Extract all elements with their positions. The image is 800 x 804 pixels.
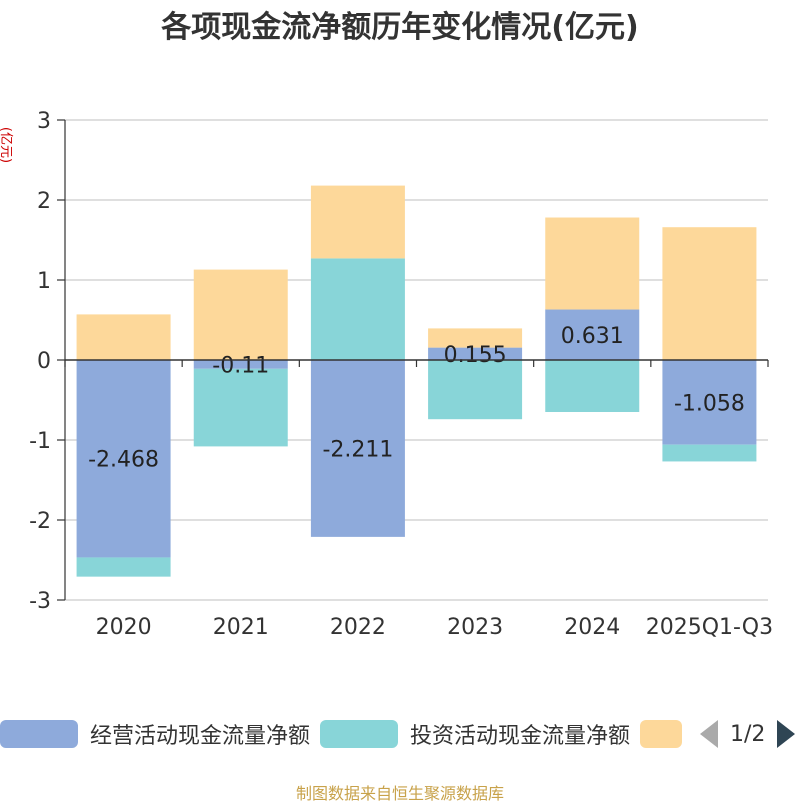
- legend-item-financing[interactable]: [640, 720, 682, 748]
- x-tick-label: 2024: [564, 615, 620, 640]
- bar-series-2: [662, 227, 757, 360]
- chart: 各项现金流净额历年变化情况(亿元) (亿元) -2.468 -0.11 -2.211…: [0, 10, 773, 640]
- bar-series-1: [662, 444, 757, 462]
- bar-series-2: [545, 217, 640, 310]
- bar-series-1: [428, 360, 523, 420]
- bar-series-0: [193, 360, 288, 369]
- y-tick-label: -1: [29, 429, 51, 454]
- bar-series-2: [193, 269, 288, 360]
- y-tick-label: -3: [29, 589, 51, 614]
- chart-title: 各项现金流净额历年变化情况(亿元): [160, 10, 638, 45]
- legend-label-investing: 投资活动现金流量净额: [410, 724, 631, 749]
- x-tick-label: 2021: [213, 615, 269, 640]
- legend-page-indicator: 1/2: [730, 721, 766, 747]
- y-tick-label: 0: [37, 349, 51, 374]
- data-label: -0.11: [212, 353, 269, 378]
- bar-series-2: [76, 314, 171, 360]
- y-tick-label: 2: [37, 189, 51, 214]
- bar-series-0: [76, 360, 171, 558]
- bar-series-0: [662, 360, 757, 445]
- data-label: -2.211: [322, 437, 393, 462]
- bar-series-1: [193, 368, 288, 447]
- legend-item-operating[interactable]: 经营活动现金流量净额: [0, 720, 311, 749]
- bar-series-0: [428, 347, 523, 360]
- data-label: -2.468: [88, 448, 159, 473]
- legend-swatch-investing: [320, 720, 398, 748]
- legend-item-investing[interactable]: 投资活动现金流量净额: [320, 720, 631, 749]
- legend-prev-page-icon[interactable]: [700, 720, 718, 748]
- y-tick-label: 3: [37, 109, 51, 134]
- legend: 经营活动现金流量净额 投资活动现金流量净额 1/2: [0, 714, 800, 754]
- x-tick-label: 2022: [330, 615, 386, 640]
- legend-label-operating: 经营活动现金流量净额: [90, 724, 311, 749]
- legend-next-page-icon[interactable]: [777, 720, 796, 748]
- bar-series-0: [310, 360, 405, 537]
- legend-pager: 1/2: [700, 718, 796, 750]
- x-tick-label: 2023: [447, 615, 503, 640]
- y-tick-label: 1: [37, 269, 51, 294]
- bar-series-2: [428, 328, 523, 348]
- bar-series-2: [310, 185, 405, 259]
- bar-series-1: [310, 258, 405, 360]
- x-tick-label: 2020: [96, 615, 152, 640]
- x-tick-label: 2025Q1-Q3: [646, 615, 773, 640]
- data-label: -1.058: [674, 391, 745, 416]
- legend-swatch-operating: [0, 720, 78, 748]
- data-label: 0.155: [444, 343, 507, 368]
- data-source-note: 制图数据来自恒生聚源数据库: [295, 784, 504, 803]
- bar-series-0: [545, 309, 640, 360]
- y-tick-label: -2: [29, 509, 51, 534]
- legend-swatch-financing: [640, 720, 682, 748]
- bar-series-1: [76, 557, 171, 577]
- data-label: 0.631: [561, 324, 624, 349]
- y-axis-unit: (亿元): [0, 127, 13, 163]
- bar-series-1: [545, 360, 640, 412]
